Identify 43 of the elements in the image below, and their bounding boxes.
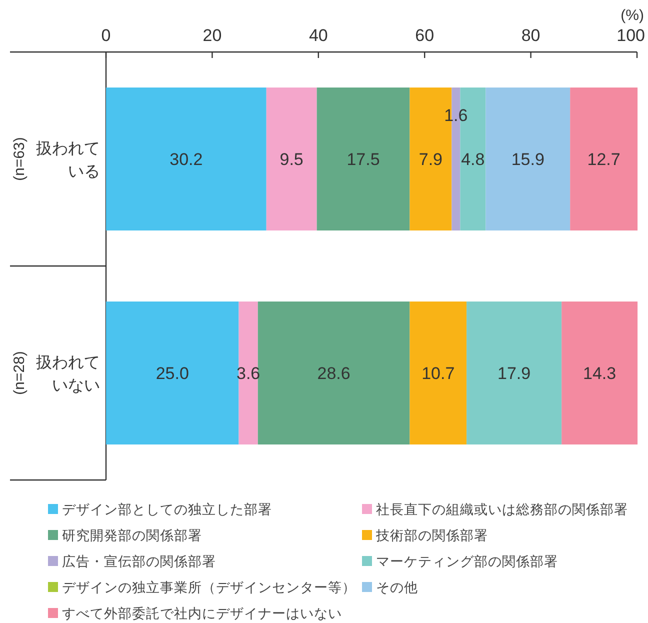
x-tick-label: 60 — [415, 26, 434, 45]
x-tick-label: 20 — [202, 26, 222, 45]
data-label: 9.5 — [280, 150, 304, 169]
data-label: 4.8 — [461, 150, 485, 169]
bar — [570, 88, 638, 230]
data-label: 14.3 — [583, 364, 616, 383]
data-label: 25.0 — [156, 364, 189, 383]
bar — [562, 302, 638, 444]
data-label: 12.7 — [587, 150, 620, 169]
data-label: 28.6 — [317, 364, 350, 383]
data-label: 10.7 — [422, 364, 455, 383]
bar — [410, 302, 467, 444]
y-tick-label: 扱われていない — [36, 354, 100, 394]
y-tick-label: 扱われている — [36, 140, 100, 180]
text: (n=28) — [11, 351, 28, 395]
legend-label: デザインの独立事業所（デザインセンター等） — [62, 580, 356, 595]
bar — [316, 88, 410, 230]
legend-label: その他 — [376, 580, 418, 595]
legend-label: 社長直下の組織或いは総務部の関係部署 — [376, 502, 628, 517]
text: (n=63) — [11, 137, 28, 181]
x-tick-label: 100 — [616, 26, 645, 45]
bar — [238, 302, 258, 444]
bar — [486, 88, 570, 230]
legend-label: マーケティング部の関係部署 — [376, 554, 558, 569]
bar — [106, 88, 266, 230]
legend-label: デザイン部としての独立した部署 — [62, 502, 272, 517]
legend-label: 研究開発部の関係部署 — [62, 528, 202, 543]
legend-label: すべて外部委託で社内にデザイナーはいない — [62, 606, 342, 621]
legend-label: 広告・宣伝部の関係部署 — [62, 554, 216, 569]
bar — [258, 302, 410, 444]
data-label: 17.9 — [498, 364, 531, 383]
bar — [266, 88, 317, 230]
data-label: 17.5 — [346, 150, 380, 169]
data-label: 7.9 — [418, 150, 443, 169]
bar — [466, 302, 562, 444]
x-tick-label: 80 — [521, 26, 540, 45]
data-label: 15.9 — [511, 150, 544, 169]
x-axis-title: (%) — [620, 7, 644, 24]
x-tick-label: 40 — [308, 26, 328, 45]
legend-label: 技術部の関係部署 — [375, 528, 488, 543]
x-tick-label: 0 — [101, 26, 111, 45]
data-label: 30.2 — [170, 150, 203, 169]
bar — [106, 302, 239, 444]
